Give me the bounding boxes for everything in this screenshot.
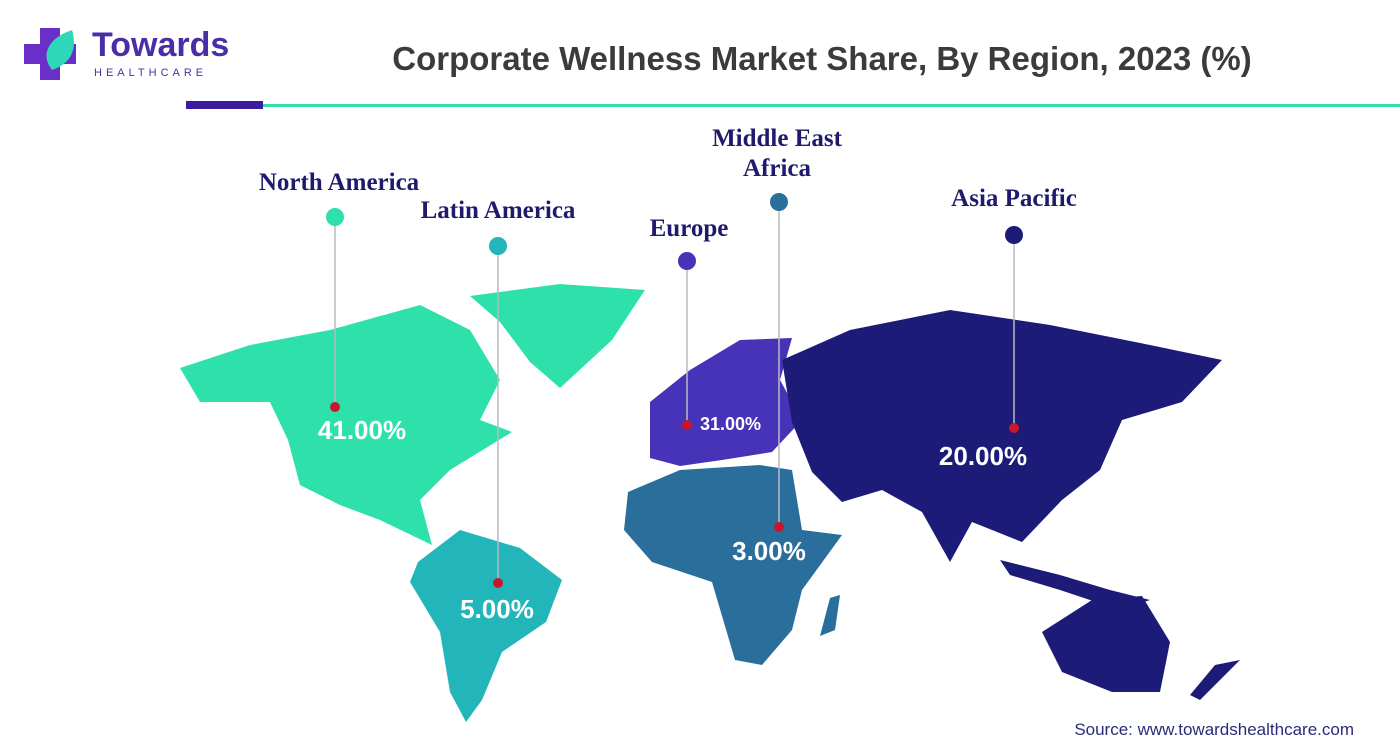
asia xyxy=(782,310,1222,562)
region-name: North America xyxy=(258,169,420,196)
pin-dot xyxy=(493,578,503,588)
region-name: Asia Pacific xyxy=(951,185,1077,212)
europe xyxy=(650,338,802,466)
madagascar xyxy=(820,595,840,636)
region-name: Europe xyxy=(649,215,729,242)
pin-dot xyxy=(682,420,692,430)
pin-dot xyxy=(330,402,340,412)
region-marker xyxy=(489,237,507,255)
region-name: Latin America xyxy=(420,197,576,224)
region-marker xyxy=(1005,226,1023,244)
region-marker xyxy=(326,208,344,226)
region-marker xyxy=(770,193,788,211)
logo-icon xyxy=(24,28,76,80)
region-name: Middle East Africa xyxy=(712,125,842,182)
value-label: 20.00% xyxy=(939,441,1027,471)
region-marker xyxy=(678,252,696,270)
africa xyxy=(624,465,842,665)
greenland xyxy=(470,284,645,388)
pins: 41.00% 5.00% 31.00% 3.00% 20.00% xyxy=(318,193,1027,624)
new-zealand xyxy=(1190,660,1240,700)
continents xyxy=(180,284,1240,722)
islands xyxy=(1000,560,1150,610)
value-label: 5.00% xyxy=(460,594,534,624)
south-america xyxy=(410,530,562,722)
chart-title: Corporate Wellness Market Share, By Regi… xyxy=(392,40,1252,77)
value-label: 41.00% xyxy=(318,415,406,445)
australia xyxy=(1042,596,1170,692)
north-america xyxy=(180,305,512,545)
header-accent xyxy=(186,101,263,109)
brand-tagline: HEALTHCARE xyxy=(94,67,208,79)
value-label: 3.00% xyxy=(732,536,806,566)
pin-dot xyxy=(774,522,784,532)
header-rule xyxy=(263,104,1400,107)
pin-dot xyxy=(1009,423,1019,433)
source: Source: www.towardshealthcare.com xyxy=(1074,720,1354,739)
brand-name: Towards xyxy=(92,26,230,64)
value-label: 31.00% xyxy=(700,414,761,434)
